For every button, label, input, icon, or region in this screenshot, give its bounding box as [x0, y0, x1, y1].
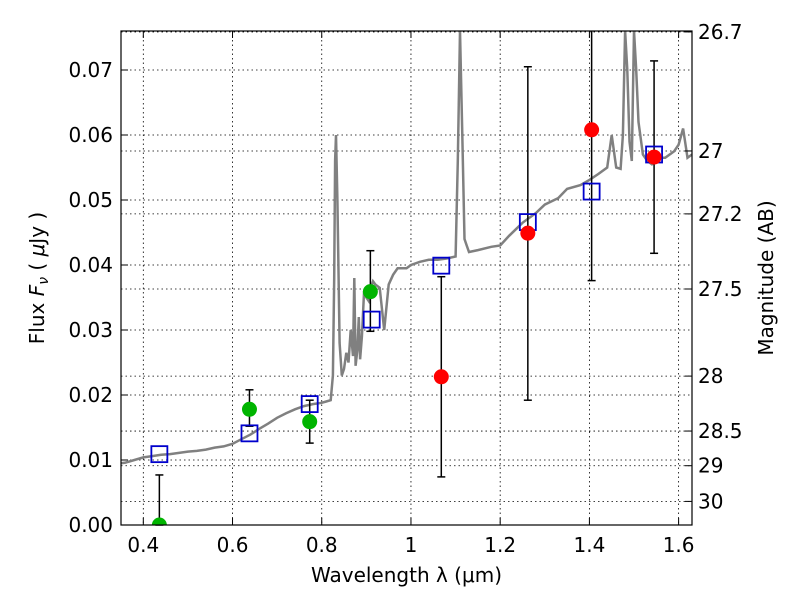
grid-lines	[121, 31, 692, 526]
y-tick-label: 0.05	[68, 188, 113, 212]
observed-flux-point	[520, 225, 536, 241]
right-tick-label: 26.7	[698, 20, 743, 44]
detected-flux-point	[362, 284, 378, 300]
right-axis-label: Magnitude (AB)	[754, 200, 778, 355]
plot-frame	[120, 30, 693, 526]
x-tick-label: 1.4	[573, 533, 605, 557]
y-tick-label: 0.06	[68, 123, 113, 147]
y-axis-label: Flux Fν ( μJy )	[25, 212, 52, 344]
right-tick-label: 27.2	[698, 202, 743, 226]
right-tick-label: 27	[698, 139, 723, 163]
model-flux-square	[240, 424, 259, 443]
x-tick-label: 1	[405, 533, 418, 557]
x-tick-label: 1.6	[663, 533, 695, 557]
x-axis-label: Wavelength λ (μm)	[311, 563, 502, 587]
y-label-subscript: ν	[36, 277, 52, 285]
observed-flux-point	[433, 369, 449, 385]
x-tick-label: 0.6	[217, 533, 249, 557]
detected-flux-point	[151, 517, 167, 525]
y-tick-label: 0.00	[68, 513, 113, 537]
observed-flux-point	[646, 149, 662, 165]
y-label-symbol: F	[25, 284, 49, 296]
y-tick-label: 0.01	[68, 448, 113, 472]
y-label-prefix: Flux	[25, 296, 49, 344]
y-tick-label: 0.03	[68, 318, 113, 342]
data-points-layer	[150, 122, 663, 525]
detected-flux-point	[241, 401, 257, 417]
y-tick-label: 0.07	[68, 58, 113, 82]
x-tick-label: 0.4	[127, 533, 159, 557]
right-tick-label: 30	[698, 489, 723, 513]
model-flux-square	[150, 445, 169, 464]
model-spectrum-line	[121, 31, 692, 465]
x-tick-label: 0.8	[306, 533, 338, 557]
right-tick-label: 28.5	[698, 419, 743, 443]
y-label-mu: μ	[25, 244, 49, 258]
y-tick-label: 0.04	[68, 253, 113, 277]
observed-flux-point	[584, 122, 600, 138]
axis-ticks-layer: 0.4 0.6 0.8 1 1.2 1.4 1.6 0.00 0.01 0.02 0.03 0.04 0…	[68, 20, 742, 557]
right-tick-label: 28	[698, 364, 723, 388]
error-bars-layer	[155, 31, 659, 526]
model-flux-square	[432, 256, 451, 275]
model-flux-square	[582, 182, 601, 201]
y-label-open: (	[25, 256, 49, 277]
right-tick-label: 29	[698, 454, 723, 478]
y-tick-label: 0.02	[68, 383, 113, 407]
model-flux-square	[300, 395, 319, 414]
model-spectrum-layer	[121, 31, 692, 465]
model-flux-square	[362, 310, 381, 329]
right-tick-label: 27.5	[698, 277, 743, 301]
y-label-unit: Jy )	[25, 212, 49, 246]
x-tick-label: 1.2	[484, 533, 516, 557]
detected-flux-point	[302, 414, 318, 430]
